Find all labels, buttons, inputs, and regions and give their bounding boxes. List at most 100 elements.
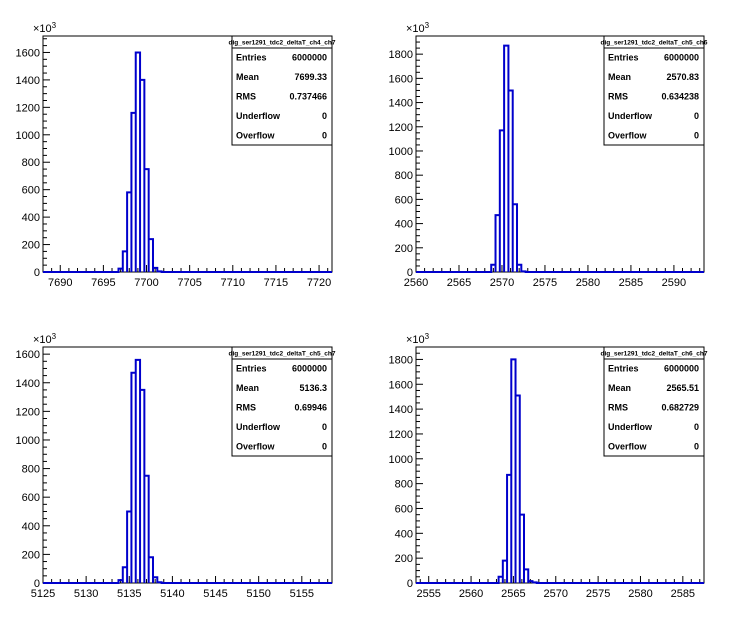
stats-row-label: RMS — [236, 403, 256, 413]
y-tick-label: 400 — [22, 212, 40, 224]
stats-row-value: 0.69946 — [294, 403, 327, 413]
y-tick-label: 800 — [395, 170, 413, 182]
y-tick-label: 400 — [395, 219, 413, 231]
histogram-panel: 2560 2565 2570 2575 2580 2585 2590 0 200 400 600 80… — [389, 21, 708, 289]
stats-row-value: 6000000 — [292, 53, 327, 63]
x-tick-label: 5155 — [290, 588, 314, 600]
x-tick-label: 2580 — [576, 277, 600, 289]
stats-box-frame — [603, 346, 705, 457]
y-tick-label: 1200 — [389, 429, 413, 441]
y-tick-label: 0 — [34, 578, 40, 590]
stats-row-label: Mean — [608, 72, 631, 82]
y-tick-label: 1600 — [389, 379, 413, 391]
stats-row-value: 0 — [322, 441, 327, 451]
y-tick-label: 400 — [395, 528, 413, 540]
y-tick-label: 1400 — [389, 98, 413, 110]
y-tick-label: 1200 — [16, 406, 40, 418]
stats-title: dig_ser1291_tdc2_deltaT_ch6_ch7 — [601, 351, 708, 358]
x-tick-label: 7720 — [307, 277, 331, 289]
x-tick-label: 2560 — [404, 277, 428, 289]
x-tick-label: 2575 — [586, 588, 610, 600]
y-tick-label: 600 — [395, 503, 413, 515]
x-tick-label: 2555 — [416, 588, 440, 600]
stats-title: dig_ser1291_tdc2_deltaT_ch5_ch7 — [229, 351, 336, 358]
x-tick-label: 2590 — [662, 277, 686, 289]
y-tick-label: 800 — [395, 479, 413, 491]
y-tick-label: 1200 — [389, 122, 413, 134]
histogram-panel: 5125 5130 5135 5140 5145 5150 5155 0 200 400 600 80… — [16, 332, 336, 600]
x-tick-label: 5130 — [74, 588, 98, 600]
x-tick-label: 7690 — [48, 277, 72, 289]
stats-row-value: 0.634238 — [661, 92, 699, 102]
y-tick-label: 200 — [22, 240, 40, 252]
y-tick-label: 1200 — [16, 102, 40, 114]
stats-row-value: 6000000 — [664, 364, 699, 374]
stats-row-value: 0 — [322, 422, 327, 432]
stats-row-label: Entries — [236, 364, 267, 374]
stats-row-value: 0 — [694, 441, 699, 451]
stats-title: dig_ser1291_tdc2_deltaT_ch5_ch6 — [601, 40, 708, 47]
stats-row-label: Overflow — [608, 441, 648, 451]
histogram-panel: 7690 7695 7700 7705 7710 7715 7720 0 200 400 600 80… — [16, 21, 336, 289]
y-tick-label: 1400 — [389, 404, 413, 416]
stats-box-frame — [603, 35, 705, 146]
stats-row-label: Mean — [236, 383, 259, 393]
stats-row-value: 6000000 — [292, 364, 327, 374]
stats-row-label: RMS — [608, 403, 628, 413]
y-tick-label: 1800 — [389, 354, 413, 366]
stats-row-value: 6000000 — [664, 53, 699, 63]
y-tick-label: 1800 — [389, 49, 413, 61]
x-tick-label: 2570 — [544, 588, 568, 600]
y-exponent-label: ×103 — [33, 21, 57, 35]
y-tick-label: 1000 — [389, 454, 413, 466]
x-tick-label: 2585 — [671, 588, 695, 600]
x-tick-label: 2565 — [447, 277, 471, 289]
stats-row-value: 0 — [694, 422, 699, 432]
x-tick-label: 7695 — [91, 277, 115, 289]
stats-row-label: Underflow — [608, 111, 653, 121]
y-tick-label: 200 — [395, 553, 413, 565]
x-tick-label: 2580 — [628, 588, 652, 600]
stats-row-label: RMS — [608, 92, 628, 102]
x-tick-label: 2570 — [490, 277, 514, 289]
stats-row-label: Mean — [608, 383, 631, 393]
x-tick-label: 2575 — [533, 277, 557, 289]
stats-row-value: 0.737466 — [289, 92, 327, 102]
stats-row-value: 0.682729 — [661, 403, 699, 413]
x-tick-label: 2565 — [501, 588, 525, 600]
y-exponent-label: ×103 — [406, 21, 430, 35]
x-tick-label: 2560 — [459, 588, 483, 600]
stats-row-value: 0 — [694, 130, 699, 140]
y-exponent-value: 3 — [52, 21, 57, 30]
stats-row-value: 5136.3 — [299, 383, 327, 393]
y-exponent-value: 3 — [52, 332, 57, 341]
x-tick-label: 2585 — [619, 277, 643, 289]
x-tick-label: 5145 — [203, 588, 227, 600]
stats-row-value: 0 — [322, 130, 327, 140]
stats-row-label: RMS — [236, 92, 256, 102]
stats-row-label: Overflow — [608, 130, 648, 140]
y-exponent-value: 3 — [425, 21, 430, 30]
histogram-outline — [416, 44, 704, 273]
y-exponent-label: ×103 — [33, 332, 57, 346]
histogram-outline — [43, 358, 332, 584]
histogram-outline — [43, 51, 332, 273]
x-tick-label: 5135 — [117, 588, 141, 600]
stats-box-frame — [231, 35, 333, 146]
stats-row-label: Overflow — [236, 441, 276, 451]
x-tick-label: 7700 — [134, 277, 158, 289]
stats-box: dig_ser1291_tdc2_deltaT_ch5_ch7 Entries 60… — [229, 346, 336, 457]
y-tick-label: 1600 — [16, 47, 40, 59]
x-tick-label: 7705 — [177, 277, 201, 289]
histogram-panel: 2555 2560 2565 2570 2575 2580 2585 0 200 400 600 80… — [389, 332, 708, 600]
y-tick-label: 600 — [22, 185, 40, 197]
y-tick-label: 0 — [407, 267, 413, 279]
stats-row-label: Mean — [236, 72, 259, 82]
stats-row-label: Underflow — [236, 111, 281, 121]
stats-box: dig_ser1291_tdc2_deltaT_ch5_ch6 Entries 60… — [601, 35, 708, 146]
y-tick-label: 600 — [395, 194, 413, 206]
stats-row-label: Entries — [608, 364, 639, 374]
y-tick-label: 0 — [407, 578, 413, 590]
y-tick-label: 800 — [22, 157, 40, 169]
y-tick-label: 1000 — [389, 146, 413, 158]
